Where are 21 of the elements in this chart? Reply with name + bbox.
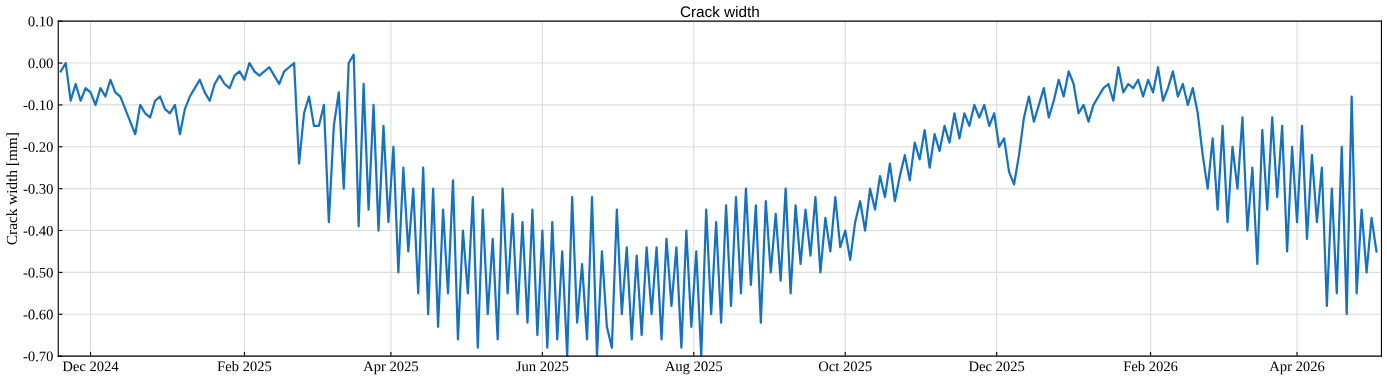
- x-tick-label: Feb 2026: [1123, 360, 1178, 372]
- x-tick-label: Dec 2025: [968, 361, 1025, 372]
- y-tick-label: -0.50: [23, 267, 53, 278]
- x-tick-label: Aug 2025: [664, 361, 723, 375]
- x-tick-label: Oct 2025: [818, 361, 872, 372]
- line-series: [59, 53, 1378, 357]
- x-tick-label: Dec 2024: [62, 361, 119, 372]
- y-tick-label: 0.10: [28, 16, 53, 27]
- y-tick-label: -0.30: [23, 184, 53, 194]
- x-tick-label: Apr 2026: [1269, 361, 1325, 375]
- y-tick-label: -0.60: [23, 309, 53, 320]
- x-tick-label: Jun 2025: [516, 361, 569, 372]
- chart-title: Crack width: [680, 5, 759, 18]
- y-tick-label: -0.70: [23, 351, 53, 362]
- y-axis-title: Crack width [mm]: [6, 133, 20, 245]
- x-tick-label: Apr 2025: [363, 361, 419, 375]
- y-tick-label: -0.20: [23, 142, 53, 153]
- y-tick-label: -0.10: [23, 100, 53, 111]
- x-tick-label: Feb 2025: [217, 360, 272, 372]
- y-tick-label: 0.00: [28, 58, 53, 69]
- y-tick-label: -0.40: [23, 225, 53, 236]
